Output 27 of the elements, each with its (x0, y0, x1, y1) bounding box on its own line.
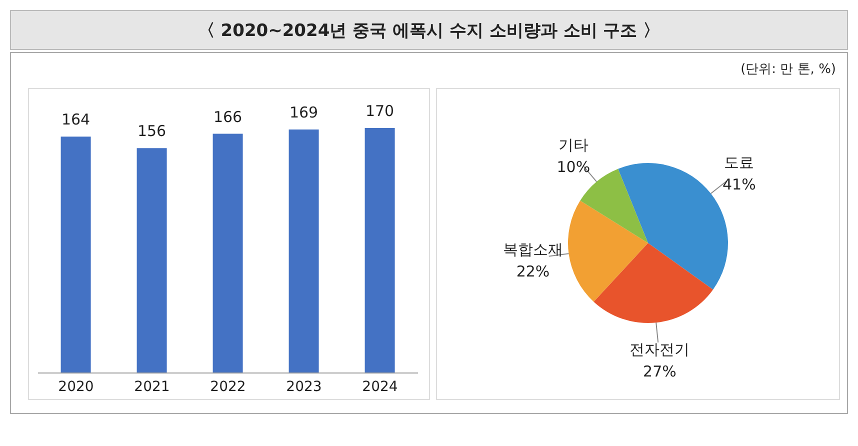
data-label: 22% (516, 262, 550, 280)
data-label: 10% (556, 158, 590, 176)
pie-slice (568, 200, 648, 302)
slice-label: 도료 (724, 153, 754, 172)
bar (212, 134, 243, 373)
data-label: 169 (289, 103, 318, 122)
bar (136, 148, 167, 373)
slice-label: 기타 (558, 136, 588, 154)
pie-slice (594, 243, 714, 323)
chart-title: 〈 2020~2024년 중국 에폭시 수지 소비량과 소비 구조 〉 (10, 10, 848, 50)
text: (단위: 만 톤, %) (740, 61, 836, 78)
data-label: 27% (643, 362, 676, 380)
x-tick-label: 2021 (134, 378, 170, 395)
bar (364, 128, 395, 373)
x-tick-label: 2020 (58, 378, 94, 395)
x-tick-label: 2023 (286, 378, 322, 395)
data-label: 164 (61, 110, 90, 129)
bar (60, 136, 91, 373)
x-tick-label: 2024 (362, 378, 398, 395)
data-label: 166 (213, 108, 242, 126)
data-label: 156 (137, 122, 166, 140)
slice-label: 복합소재 (503, 240, 564, 258)
data-label: 41% (722, 175, 756, 194)
data-label: 170 (365, 102, 394, 120)
x-tick-label: 2022 (210, 378, 246, 395)
bar (288, 129, 319, 373)
slice-label: 전자전기 (630, 340, 690, 358)
